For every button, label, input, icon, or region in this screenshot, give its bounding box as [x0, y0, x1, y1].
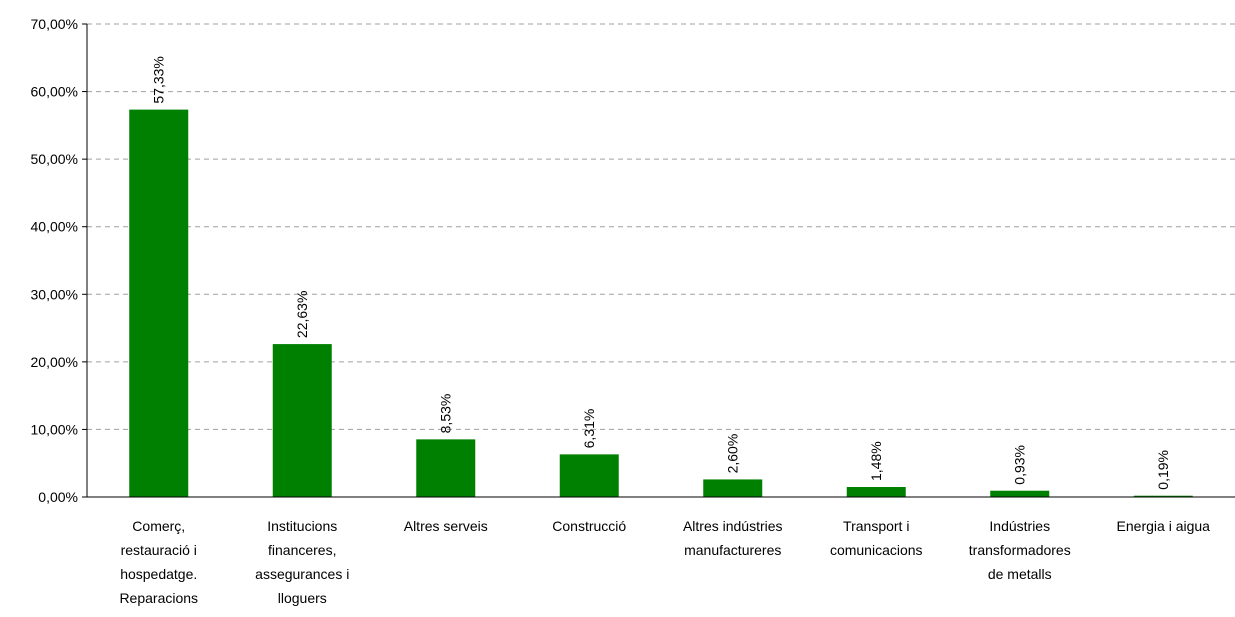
category-label: comunicacions [830, 542, 923, 558]
category-label: Indústries [989, 518, 1050, 534]
y-tick-label: 0,00% [38, 489, 78, 505]
category-label: manufactureres [684, 542, 781, 558]
data-label: 0,93% [1012, 445, 1028, 485]
data-label: 8,53% [438, 394, 454, 434]
gridlines [87, 23, 1235, 430]
bar [559, 454, 619, 497]
category-label: Energia i aigua [1117, 518, 1211, 534]
y-tick-label: 60,00% [31, 84, 78, 100]
data-label: 1,48% [868, 441, 884, 481]
category-label: Comerç, [132, 518, 185, 534]
bar [846, 486, 906, 497]
category-label: Reparacions [119, 590, 198, 606]
data-label: 2,60% [725, 434, 741, 474]
axes [82, 23, 1235, 498]
category-label: Transport i [843, 518, 909, 534]
category-label: lloguers [278, 590, 327, 606]
labels: 0,00% 10,00% 20,00% 30,00% 40,00% 50,00% 60,00… [31, 16, 1211, 606]
y-tick-label: 40,00% [31, 219, 78, 235]
y-tick-label: 70,00% [31, 16, 78, 32]
bar [1133, 495, 1193, 497]
y-tick-label: 10,00% [31, 421, 78, 437]
bar [703, 479, 763, 497]
category-label: de metalls [988, 566, 1052, 582]
data-label: 0,19% [1155, 450, 1171, 490]
y-tick-label: 30,00% [31, 286, 78, 302]
category-label: Altres serveis [404, 518, 488, 534]
category-label: transformadores [969, 542, 1071, 558]
category-label: restauració i [121, 542, 197, 558]
category-label: financeres, [268, 542, 336, 558]
y-tick-label: 50,00% [31, 151, 78, 167]
category-label: Altres indústries [683, 518, 783, 534]
category-label: Construcció [552, 518, 626, 534]
bar [129, 109, 189, 497]
bar [416, 439, 476, 497]
data-label: 57,33% [151, 56, 167, 103]
category-label: hospedatge. [120, 566, 197, 582]
category-label: assegurances i [255, 566, 349, 582]
bar [272, 344, 332, 497]
data-label: 6,31% [581, 409, 597, 449]
data-label: 22,63% [294, 291, 310, 338]
category-label: Institucions [267, 518, 337, 534]
bars [129, 109, 1193, 497]
y-tick-label: 20,00% [31, 354, 78, 370]
bar [990, 490, 1050, 497]
